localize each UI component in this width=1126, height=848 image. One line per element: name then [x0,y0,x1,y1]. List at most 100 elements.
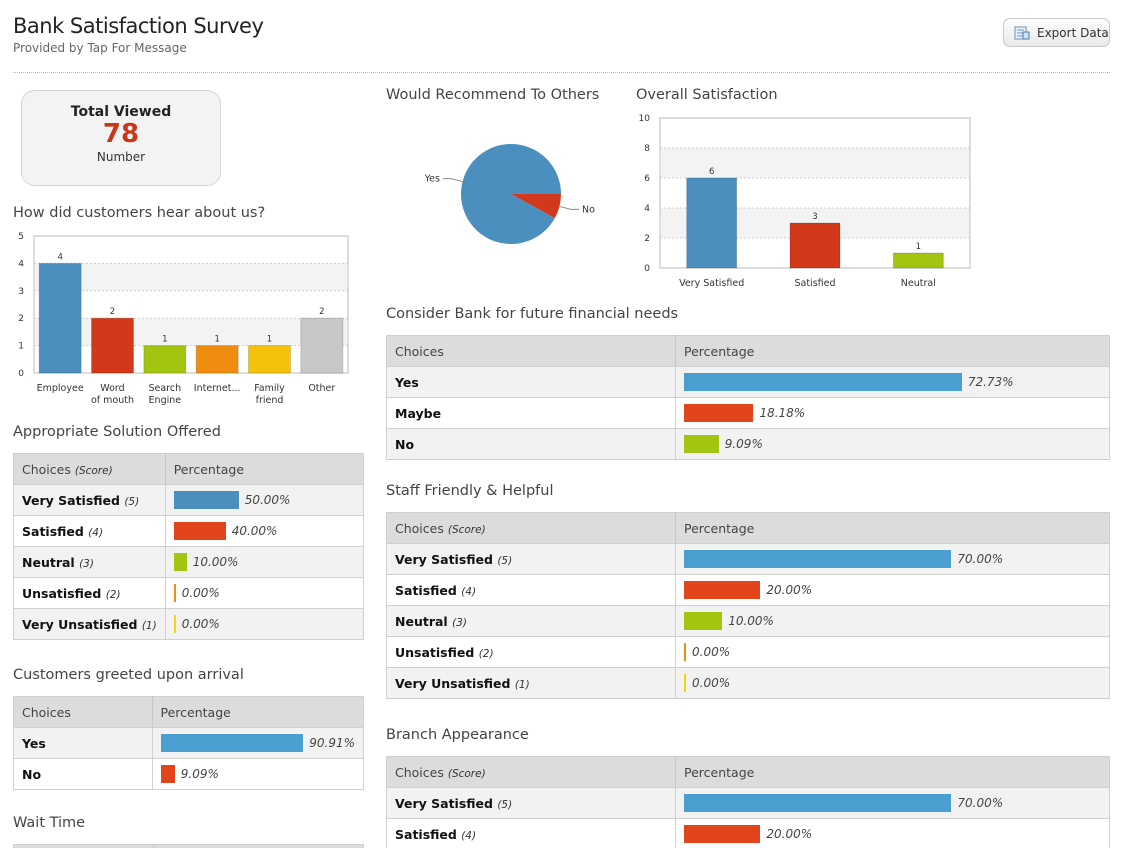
choice-name: Maybe [395,405,442,421]
branch-table: Choices (Score) Percentage Very Satisfie… [386,756,1110,848]
header-percentage: Percentage [164,453,365,485]
choice-label: Satisfied (4) [13,515,166,547]
header-choices: Choices (Score) [13,453,166,485]
section-title-hear: How did customers hear about us? [13,205,266,221]
percentage-value: 0.00% [692,676,731,690]
percentage-cell: 90.91% [151,727,365,759]
choice-label: Maybe [386,397,676,429]
recommend-pie-chart: Yes No [424,144,595,244]
choice-score: (1) [514,678,530,691]
section-title-branch: Branch Appearance [386,727,529,743]
percentage-bar [684,674,686,692]
table-row: Neutral (3) 10.00% [386,605,1110,637]
choice-score: (5) [124,495,140,508]
header-percentage: Percentage [675,512,1110,544]
percentage-bar [684,825,761,843]
choice-name: Unsatisfied [395,644,475,660]
percentage-value: 9.09% [180,767,219,781]
plot-area [33,235,349,374]
choice-name: Very Unsatisfied [22,616,138,632]
section-title-consider: Consider Bank for future financial needs [386,306,679,322]
x-tick-label: Employee [37,383,84,394]
choice-name: Satisfied [395,582,457,598]
choice-label: Satisfied (4) [386,818,676,848]
bar-value-label: 1 [162,335,167,345]
choice-name: Neutral [395,613,448,629]
total-viewed-unit: Number [96,150,146,164]
percentage-value: 9.09% [724,437,763,451]
percentage-value: 0.00% [181,586,220,600]
percentage-value: 10.00% [728,614,774,628]
y-tick-label: 5 [18,232,24,242]
staff-table: Choices (Score) Percentage Very Satisfie… [386,512,1110,699]
export-data-label: Export Data [1037,25,1109,40]
percentage-value: 20.00% [766,583,813,597]
header-choices-label: Choices [395,520,444,536]
header-choices-label: Choices [22,704,71,720]
export-data-button[interactable]: Export Data [1003,18,1110,47]
x-tick-label: Word [100,383,124,394]
pie-leader-line [442,178,463,183]
choice-label: Very Satisfied (5) [386,787,676,819]
percentage-bar [160,765,175,783]
percentage-bar [684,643,686,661]
x-tick-label: friend [256,395,284,406]
section-title-staff: Staff Friendly & Helpful [386,483,554,499]
header-choices: Choices [13,696,153,728]
choice-name: Satisfied [22,523,84,539]
pie-slice-no [511,194,561,219]
percentage-bar [173,553,187,571]
percentage-value: 10.00% [192,555,239,569]
x-tick-label: Neutral [901,278,936,289]
percentage-cell: 20.00% [675,574,1110,606]
choice-label: No [386,428,676,460]
total-viewed-title: Total Viewed [70,104,172,120]
pie-label-yes: Yes [424,174,440,185]
consider-table: Choices Percentage Yes 72.73% Maybe 18.1… [386,335,1110,460]
percentage-value: 20.00% [766,827,813,841]
percentage-cell: 9.09% [151,758,365,790]
choice-name: No [22,766,42,782]
section-title-wait: Wait Time [13,815,86,831]
table-header-row: Choices Percentage [13,696,365,728]
bar-neutral [892,252,944,269]
y-tick-label: 3 [18,287,24,297]
percentage-bar [160,734,304,752]
percentage-value: 50.00% [244,493,291,507]
choice-label: Very Unsatisfied (1) [386,667,676,699]
percentage-value: 90.91% [309,736,355,750]
page-title: Bank Satisfaction Survey [13,14,264,38]
bar-value-label: 2 [319,307,324,317]
y-tick-label: 4 [18,259,24,269]
percentage-bar [684,435,719,453]
percentage-cell: 10.00% [164,546,365,578]
percentage-value: 0.00% [692,645,731,659]
bar-value-label: 3 [812,212,817,222]
choice-label: Unsatisfied (2) [13,577,166,609]
choice-label: Very Unsatisfied (1) [13,608,166,640]
bar-value-label: 1 [916,242,921,252]
percentage-cell: 70.00% [675,543,1110,575]
x-tick-label: Internet... [194,383,241,394]
x-tick-label: Other [308,383,335,394]
bar-value-label: 4 [57,252,62,262]
choice-score: (3) [79,557,94,570]
percentage-cell: 50.00% [164,484,365,516]
percentage-cell: 9.09% [675,428,1110,460]
export-icon [1014,26,1030,39]
bar-search-engine [143,345,187,374]
percentage-value: 70.00% [957,552,1004,566]
table-row: Yes 90.91% [13,727,365,759]
page-header: Bank Satisfaction Survey Provided by Tap… [13,14,264,55]
total-viewed-value: 78 [102,119,140,149]
choice-score: (5) [497,554,513,567]
percentage-cell: 0.00% [164,608,365,640]
choice-label: Very Satisfied (5) [386,543,676,575]
table-row: Very Unsatisfied (1) 0.00% [13,608,365,640]
percentage-bar [173,584,176,602]
choice-name: Yes [395,374,419,390]
x-tick-label: Very Satisfied [679,278,744,289]
choice-label: Yes [386,366,676,398]
